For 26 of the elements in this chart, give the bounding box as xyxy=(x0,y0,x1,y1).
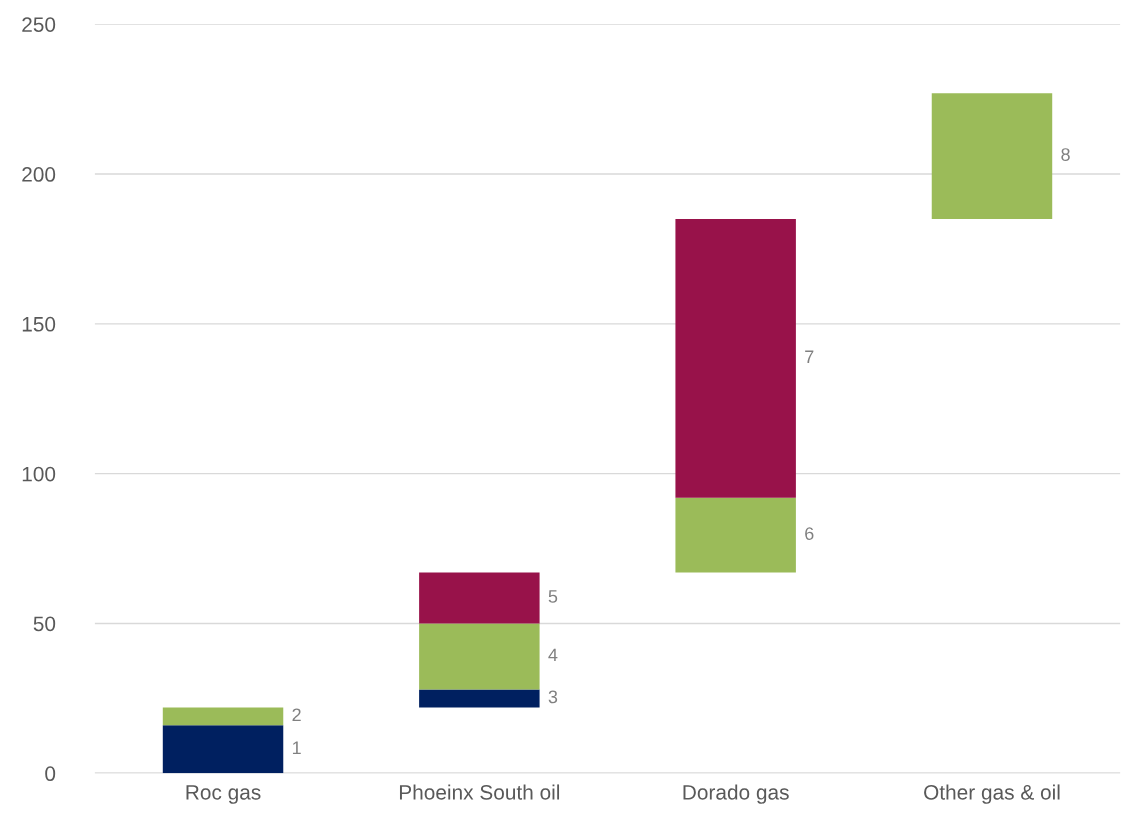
annotation: 7 xyxy=(805,350,814,363)
x-tick-label: Other gas & oil xyxy=(924,784,1060,804)
bar xyxy=(419,572,540,624)
bar xyxy=(931,93,1053,219)
y-tick-label: 150 xyxy=(22,316,56,332)
bar xyxy=(675,497,796,573)
y-tick-label: 50 xyxy=(33,616,56,632)
bar xyxy=(162,725,284,774)
x-tick-label: Dorado gas xyxy=(683,784,789,804)
annotation: 2 xyxy=(292,708,301,722)
annotation: 3 xyxy=(548,690,558,704)
bar xyxy=(675,219,796,498)
bar xyxy=(162,707,284,726)
annotation: 4 xyxy=(548,648,558,662)
y-tick-label: 250 xyxy=(22,17,56,32)
x-tick-label: Roc gas xyxy=(186,785,261,804)
y-tick-label: 0 xyxy=(45,766,56,782)
y-tick-label: 100 xyxy=(22,466,56,482)
bar xyxy=(419,689,540,708)
annotation: 8 xyxy=(1061,148,1070,161)
y-tick-label: 200 xyxy=(22,167,56,182)
annotation: 1 xyxy=(292,741,301,754)
bar xyxy=(419,623,540,690)
annotation: 5 xyxy=(548,590,558,603)
annotation: 6 xyxy=(805,527,814,540)
x-tick-label: Phoeinx South oil xyxy=(399,784,560,800)
